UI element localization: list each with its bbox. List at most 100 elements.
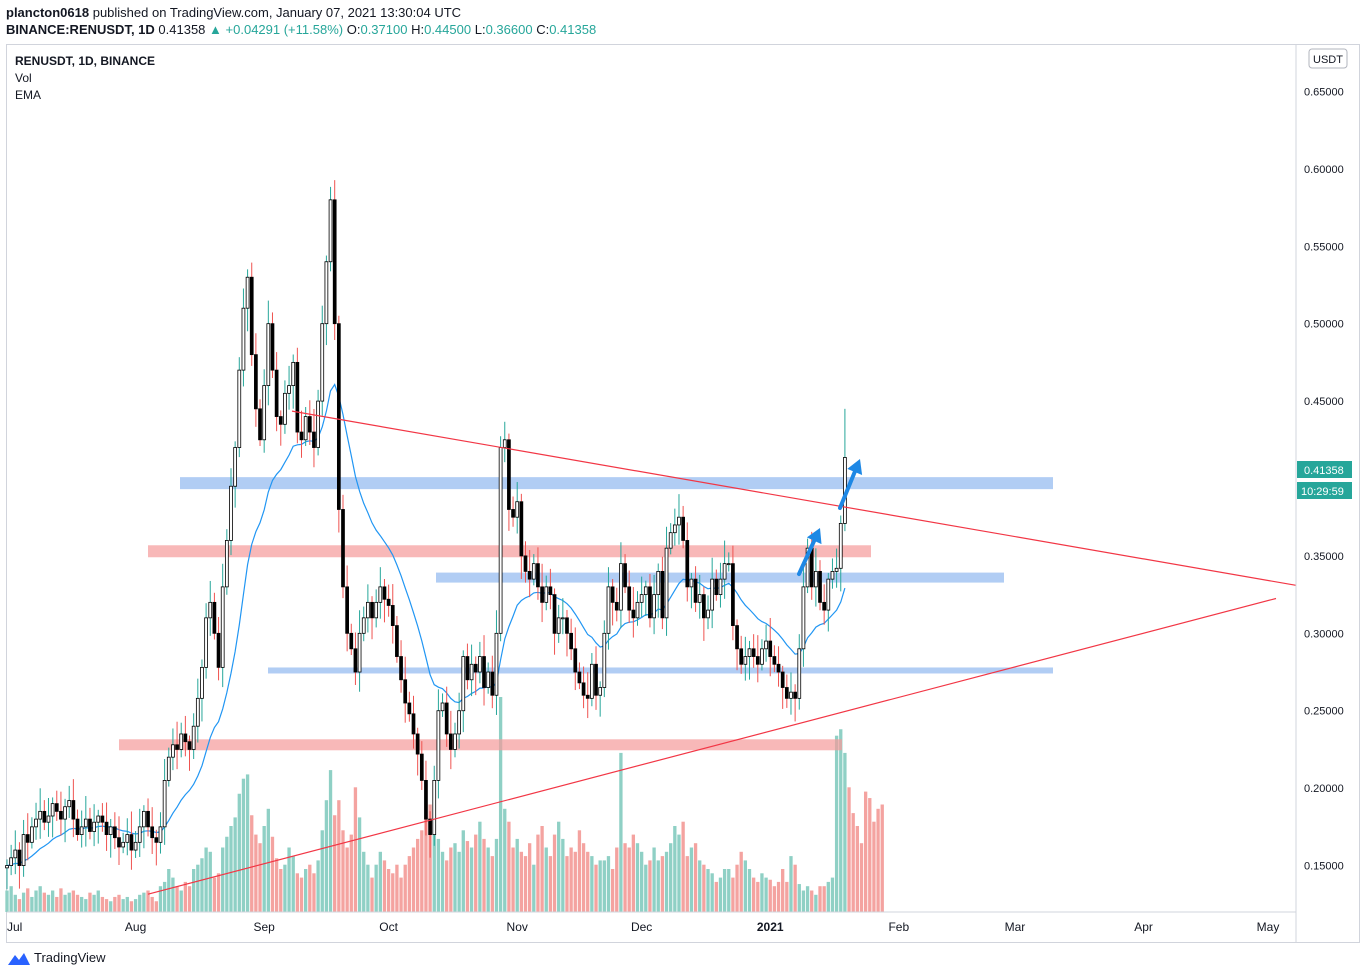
candle-body [453, 733, 457, 750]
price-value: 0.41358 [158, 22, 206, 37]
candle-body [482, 656, 486, 688]
candle-body [693, 578, 698, 603]
candle-body [731, 563, 735, 626]
candle-body [9, 857, 13, 866]
volume-bar [623, 843, 627, 912]
volume-bar [436, 838, 441, 912]
volume-bar [544, 847, 548, 912]
candle-body [780, 671, 785, 688]
candle-body [735, 625, 739, 650]
candle-body [42, 810, 47, 823]
arrow-head [847, 459, 863, 475]
candle-body [677, 516, 681, 526]
candle-body [573, 648, 578, 673]
candle-body [664, 547, 669, 619]
candle-body [760, 648, 764, 665]
candle-body [96, 815, 101, 823]
legend-ema[interactable]: EMA [15, 88, 42, 102]
tradingview-footer[interactable]: TradingView [8, 950, 106, 965]
candle-body [623, 563, 627, 588]
volume-bar [855, 826, 860, 912]
volume-bar [142, 892, 146, 912]
footer-brand: TradingView [34, 950, 106, 965]
volume-bar [805, 886, 810, 912]
volume-bar [291, 856, 295, 912]
volume-bar [793, 864, 797, 912]
volume-bar [552, 834, 557, 912]
candle-body [366, 601, 370, 619]
candle-body [527, 570, 532, 580]
candle-body [382, 586, 387, 600]
candle-body [627, 586, 632, 611]
breakout-arrow-lower-icon [797, 528, 822, 576]
candle-body [818, 570, 822, 603]
volume-bar [324, 800, 329, 912]
volume-bar [17, 899, 22, 912]
legend-symbol[interactable]: RENUSDT, 1D, BINANCE [15, 54, 156, 68]
volume-bar [648, 860, 652, 912]
candle-body [179, 733, 184, 750]
candle-body [328, 199, 333, 263]
candle-body [142, 810, 146, 828]
volume-layer [5, 697, 884, 912]
time-tick-label: Jul [7, 920, 22, 934]
volume-bar [386, 869, 391, 912]
candle-body [200, 666, 204, 699]
legend-vol[interactable]: Vol [15, 71, 32, 85]
candle-body [108, 826, 113, 835]
candle-body [602, 632, 607, 688]
volume-bar [727, 869, 731, 912]
volume-bar [391, 873, 395, 912]
volume-bar [341, 830, 345, 912]
open-label: O: [346, 22, 361, 37]
time-tick-label: Sep [253, 920, 275, 934]
volume-bar [818, 886, 822, 912]
candle-body [71, 800, 76, 820]
candle-body [361, 617, 366, 634]
volume-bar [196, 864, 200, 912]
candle-body [772, 656, 777, 665]
volume-bar [781, 869, 785, 912]
volume-bar [316, 860, 320, 912]
volume-bar [21, 892, 26, 912]
price-change: ▲ +0.04291 (+11.58%) [209, 22, 344, 37]
candle-body [826, 578, 831, 611]
volume-bar [718, 877, 723, 912]
volume-bar [100, 896, 105, 912]
candle-body [776, 663, 781, 673]
candle-body [751, 648, 756, 657]
candle-body [838, 522, 843, 569]
candle-body [237, 369, 242, 448]
candle-body [461, 656, 466, 712]
volume-bar [204, 847, 208, 912]
candle-body [436, 710, 441, 781]
candle-body [606, 586, 611, 634]
candle-body [585, 694, 590, 699]
volume-bar [374, 864, 378, 912]
volume-bar [303, 869, 308, 912]
candles-layer [5, 180, 847, 890]
candle-body [21, 834, 26, 866]
candle-body [805, 547, 810, 588]
arrow-shaft [838, 469, 857, 510]
volume-bar [693, 843, 698, 912]
volume-bar [362, 851, 366, 912]
high-value: 0.44500 [424, 22, 472, 37]
volume-bar [208, 851, 212, 912]
candle-body [424, 780, 428, 820]
currency-badge [1308, 48, 1348, 69]
volume-bar [187, 886, 192, 912]
candle-body [287, 385, 291, 394]
volume-bar [84, 899, 88, 912]
candle-body [67, 800, 72, 808]
volume-bar [561, 838, 565, 912]
volume-bar [469, 847, 474, 912]
volume-bar [129, 901, 134, 912]
volume-bar [739, 851, 743, 912]
volume-bar [333, 815, 337, 912]
candle-body [183, 733, 188, 743]
volume-bar [117, 894, 121, 912]
price-tick-label: 0.55000 [1304, 241, 1344, 253]
candle-body [345, 586, 349, 634]
